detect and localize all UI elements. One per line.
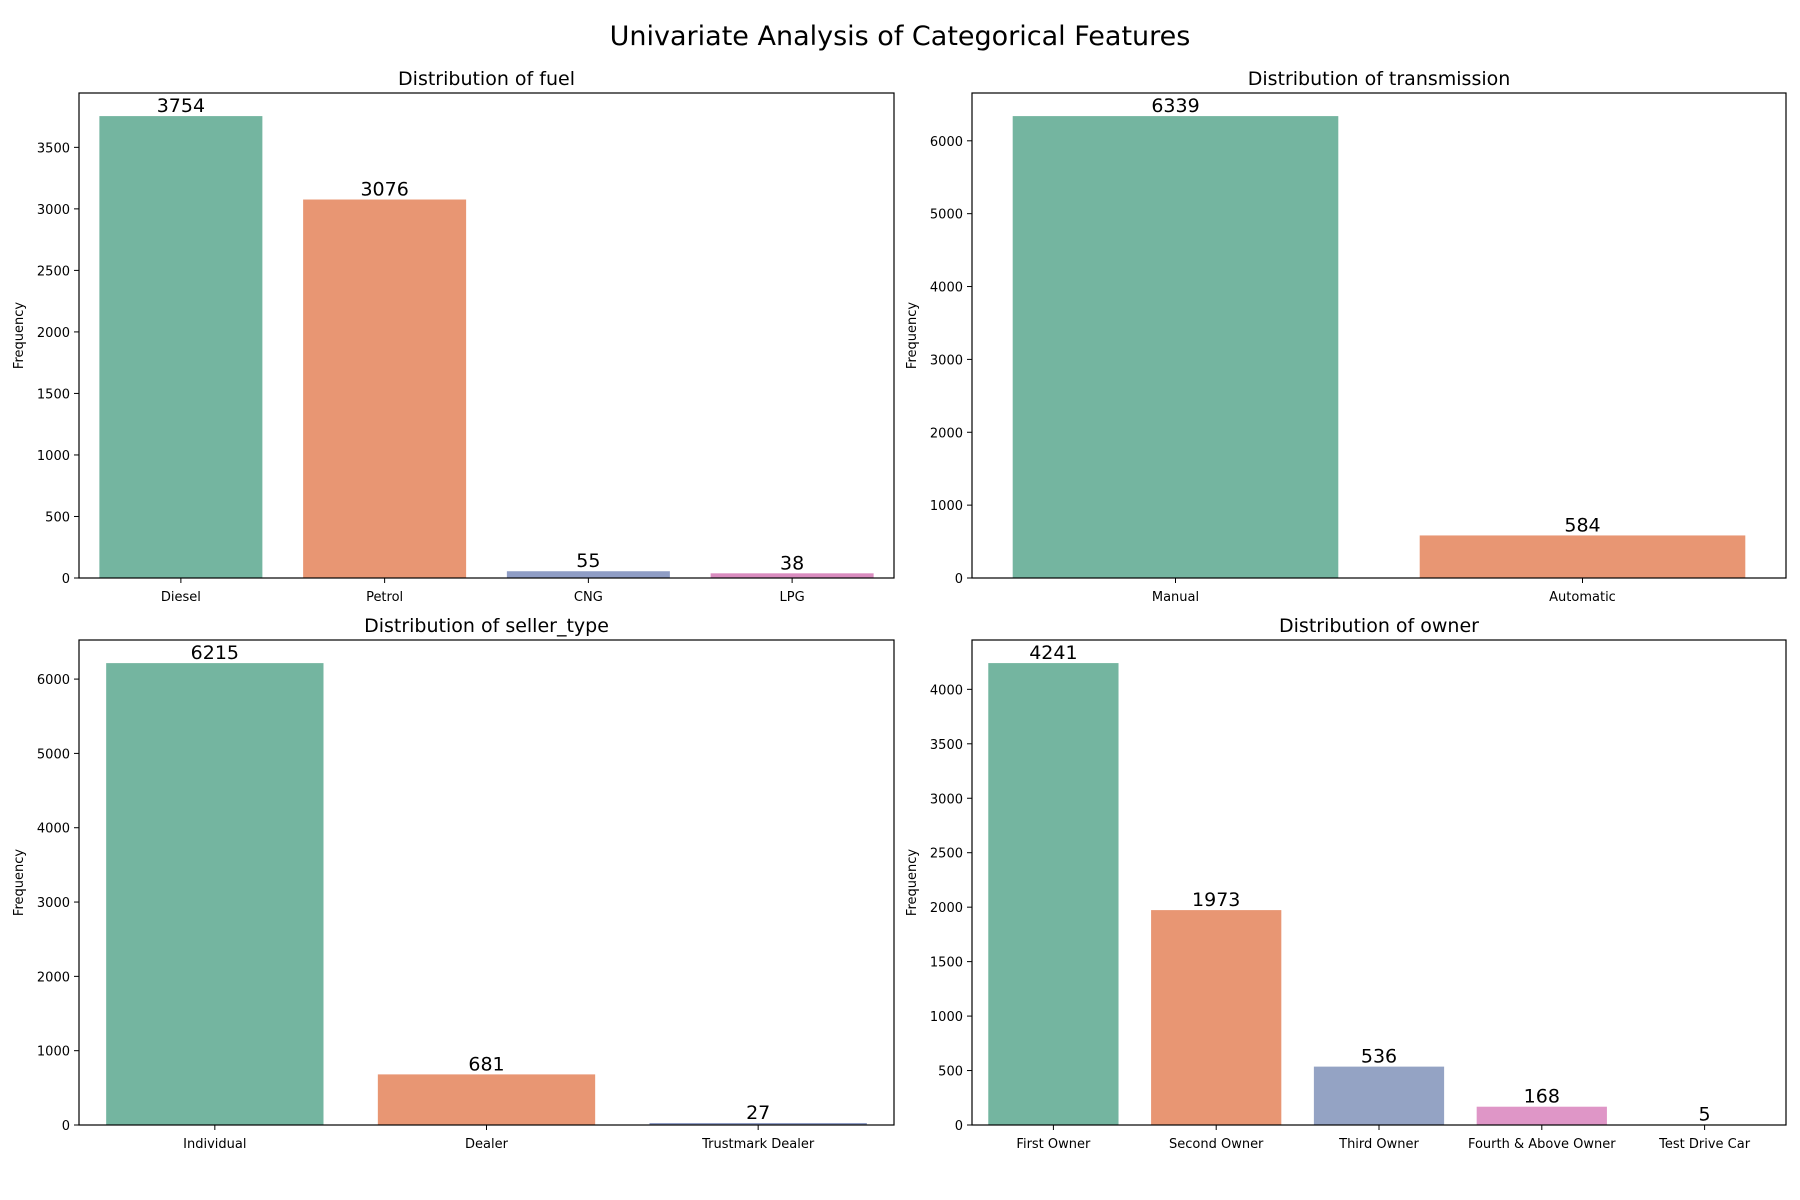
x-tick-label: CNG [574,590,603,605]
y-tick-label: 3500 [930,738,963,753]
y-tick-label: 2000 [930,426,963,441]
y-tick-label: 3500 [37,141,70,156]
data-label: 27 [746,1102,770,1124]
bar [988,663,1119,1125]
data-label: 4241 [1029,642,1077,664]
y-tick-label: 1000 [930,499,963,514]
y-tick-label: 4000 [37,822,70,837]
data-label: 584 [1564,514,1600,536]
data-label: 5 [1699,1103,1711,1125]
x-tick-label: Automatic [1549,590,1616,605]
plot-frame [78,92,895,579]
x-tick-label: Second Owner [1169,1137,1264,1152]
data-label: 1973 [1192,889,1240,911]
x-tick-label: Third Owner [1338,1137,1419,1152]
data-label: 6215 [191,642,239,664]
data-label: 168 [1524,1086,1560,1108]
plot-frame [971,92,1787,579]
chart-3: Distribution of seller_type 6215 Individua… [12,615,895,1152]
y-tick-label: 4000 [930,281,963,296]
data-label: 3076 [360,179,408,201]
chart-title: Distribution of fuel [398,68,575,90]
bar [1419,535,1746,578]
bar [99,116,263,578]
chart-title: Distribution of transmission [1248,68,1511,90]
y-tick-label: 5000 [37,747,70,762]
x-tick-label: Dealer [465,1137,509,1152]
y-tick-label: 3000 [930,792,963,807]
bar [649,1122,867,1125]
y-tick-label: 500 [45,510,70,525]
y-tick-label: 6000 [930,135,963,150]
data-label: 3754 [157,95,205,117]
y-axis-label: Frequency [905,849,920,916]
bar [1476,1106,1607,1125]
x-tick-label: Trustmark Dealer [701,1137,815,1152]
chart-title: Distribution of seller_type [364,615,609,637]
bar [1012,116,1339,579]
x-tick-label: Diesel [161,590,201,605]
bar [303,199,467,579]
y-axis-label: Frequency [12,849,27,916]
y-tick-label: 0 [955,572,963,587]
x-tick-label: Fourth & Above Owner [1468,1137,1616,1152]
bar [377,1074,596,1125]
bar [1313,1066,1445,1125]
data-label: 6339 [1151,95,1199,117]
plot-frame [78,639,895,1126]
chart-1: Distribution of fuel 3754 Diesel 3076 Petrol… [12,68,895,605]
figure-title: Univariate Analysis of Categorical Featu… [610,21,1191,52]
y-tick-label: 500 [938,1065,963,1080]
chart-2: Distribution of transmission 6339 Manual 58… [905,68,1787,605]
y-tick-label: 3000 [37,896,70,911]
x-tick-label: First Owner [1016,1137,1091,1152]
y-tick-label: 1000 [930,1010,963,1025]
plot-frame [971,639,1787,1126]
y-tick-label: 1000 [37,449,70,464]
chart-4: Distribution of owner 4241 First Owner 1973… [905,615,1787,1152]
bar [1151,910,1282,1125]
y-tick-label: 6000 [37,673,70,688]
data-label: 681 [468,1053,504,1075]
y-axis-label: Frequency [905,302,920,369]
y-tick-label: 2500 [930,847,963,862]
y-tick-label: 4000 [930,683,963,698]
y-axis-label: Frequency [12,302,27,369]
y-tick-label: 2500 [37,264,70,279]
y-tick-label: 2000 [37,326,70,341]
y-tick-label: 0 [955,1119,963,1134]
y-tick-label: 3000 [37,203,70,218]
data-label: 536 [1361,1046,1397,1068]
y-tick-label: 2000 [930,901,963,916]
y-tick-label: 0 [62,572,70,587]
x-tick-label: Petrol [366,590,403,605]
y-tick-label: 1500 [37,387,70,402]
x-tick-label: Manual [1152,590,1199,605]
y-tick-label: 0 [62,1119,70,1134]
x-tick-label: LPG [780,590,805,605]
x-tick-label: Test Drive Car [1658,1137,1751,1152]
y-tick-label: 5000 [930,208,963,223]
y-tick-label: 1500 [930,956,963,971]
y-tick-label: 3000 [930,353,963,368]
y-tick-label: 2000 [37,970,70,985]
chart-title: Distribution of owner [1279,615,1479,637]
x-tick-label: Individual [183,1137,246,1152]
data-label: 38 [780,552,804,574]
data-label: 55 [576,550,600,572]
bar [710,573,874,578]
y-tick-label: 1000 [37,1045,70,1060]
bar [506,571,670,578]
bar [106,663,324,1125]
